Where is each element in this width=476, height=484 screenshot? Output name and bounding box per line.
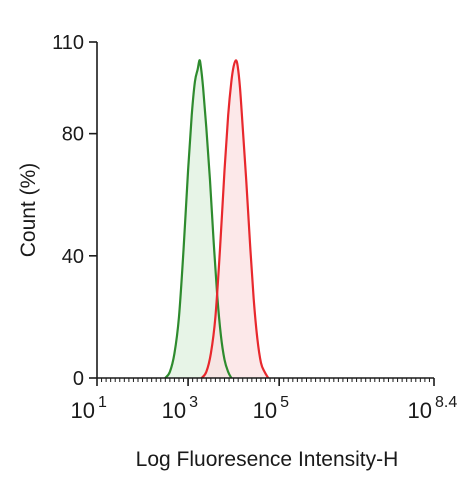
x-tick-label-exponent: 5 bbox=[280, 394, 289, 411]
x-tick-label-base: 10 bbox=[253, 398, 277, 423]
x-tick-label-base: 10 bbox=[162, 398, 186, 423]
x-tick-label-base: 10 bbox=[71, 398, 95, 423]
x-tick-label-exponent: 8.4 bbox=[435, 394, 457, 411]
y-tick-label: 110 bbox=[52, 32, 84, 54]
y-tick-label: 40 bbox=[62, 246, 84, 268]
series-2-line bbox=[200, 59, 270, 379]
y-tick-label: 80 bbox=[62, 124, 84, 146]
x-tick-label-base: 10 bbox=[408, 398, 432, 423]
axis-layer bbox=[96, 42, 434, 379]
x-axis-label: Log Fluoresence Intensity-H bbox=[136, 448, 399, 471]
series-layer bbox=[164, 59, 270, 379]
y-axis-label: Count (%) bbox=[17, 163, 40, 258]
y-tick-label: 0 bbox=[73, 368, 84, 390]
series-1-line bbox=[164, 59, 233, 379]
x-tick-label-exponent: 1 bbox=[98, 394, 107, 411]
x-tick-label-exponent: 3 bbox=[189, 394, 198, 411]
series-1-fill bbox=[165, 60, 232, 378]
